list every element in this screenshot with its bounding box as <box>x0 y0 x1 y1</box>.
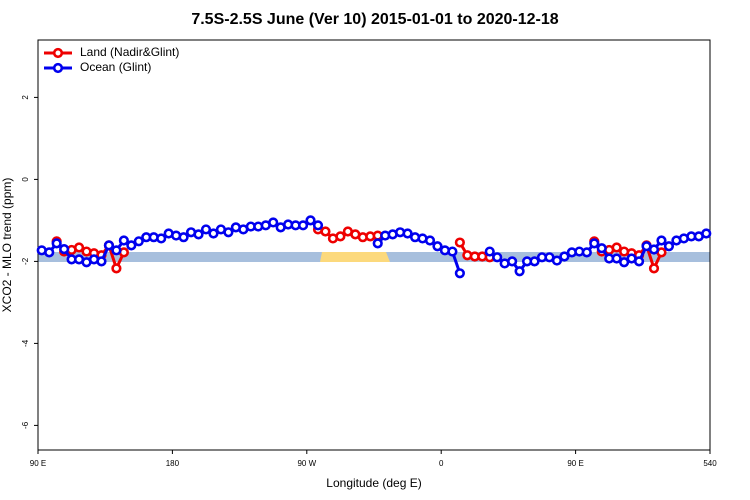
point <box>507 256 518 267</box>
point <box>297 220 309 231</box>
point <box>156 233 167 244</box>
point <box>559 251 570 262</box>
point <box>305 215 316 226</box>
point <box>633 256 645 267</box>
point <box>514 266 525 277</box>
point <box>103 240 115 251</box>
point <box>200 224 212 235</box>
point <box>551 255 563 266</box>
point <box>96 256 107 267</box>
point <box>648 263 660 274</box>
point <box>193 229 204 240</box>
legend-label: Land (Nadir&Glint) <box>80 45 179 59</box>
point <box>402 228 413 239</box>
y-tick-label: -2 <box>21 257 30 265</box>
x-tick-label: 540 <box>703 459 717 468</box>
point <box>663 241 675 252</box>
point <box>432 241 443 252</box>
point <box>178 232 189 243</box>
point <box>611 242 622 253</box>
point <box>223 227 234 238</box>
point <box>619 257 630 268</box>
point <box>111 263 122 274</box>
point <box>596 243 607 254</box>
point <box>701 228 712 239</box>
plot-frame <box>37 39 711 451</box>
point <box>454 237 465 248</box>
point <box>312 220 324 231</box>
x-tick-label: 90 W <box>297 459 316 468</box>
point <box>372 238 383 249</box>
point <box>59 244 70 255</box>
point <box>656 235 667 246</box>
y-tick-label: 2 <box>21 95 30 100</box>
point <box>208 228 219 239</box>
chart-title: 7.5S-2.5S June (Ver 10) 2015-01-01 to 20… <box>191 11 558 28</box>
point <box>648 244 660 255</box>
point <box>611 253 622 264</box>
x-tick-label: 90 E <box>567 459 583 468</box>
land-band <box>320 252 390 262</box>
point <box>589 238 600 249</box>
point <box>133 236 144 247</box>
x-tick-label: 0 <box>439 459 444 468</box>
x-tick-label: 90 E <box>30 459 46 468</box>
point <box>484 246 495 257</box>
point <box>320 226 331 237</box>
y-tick-label: -6 <box>21 421 30 429</box>
legend-marker <box>52 62 64 74</box>
point <box>529 256 540 267</box>
y-tick-label: 0 <box>21 177 30 182</box>
point <box>44 247 55 258</box>
point <box>118 235 129 246</box>
legend-label: Ocean (Glint) <box>80 60 151 74</box>
point <box>126 240 137 251</box>
y-axis-label: XCO2 - MLO trend (ppm) <box>0 178 14 313</box>
point <box>335 231 346 242</box>
y-tick-label: -4 <box>21 339 30 347</box>
x-tick-label: 180 <box>166 459 180 468</box>
point <box>268 217 279 228</box>
point <box>73 242 85 253</box>
point <box>454 268 465 279</box>
point <box>492 252 503 263</box>
point <box>51 238 62 249</box>
legend-marker <box>52 47 64 59</box>
x-axis-label: Longitude (deg E) <box>326 476 421 490</box>
point <box>111 245 122 256</box>
point <box>424 235 436 246</box>
point <box>581 247 592 258</box>
point <box>447 246 458 257</box>
